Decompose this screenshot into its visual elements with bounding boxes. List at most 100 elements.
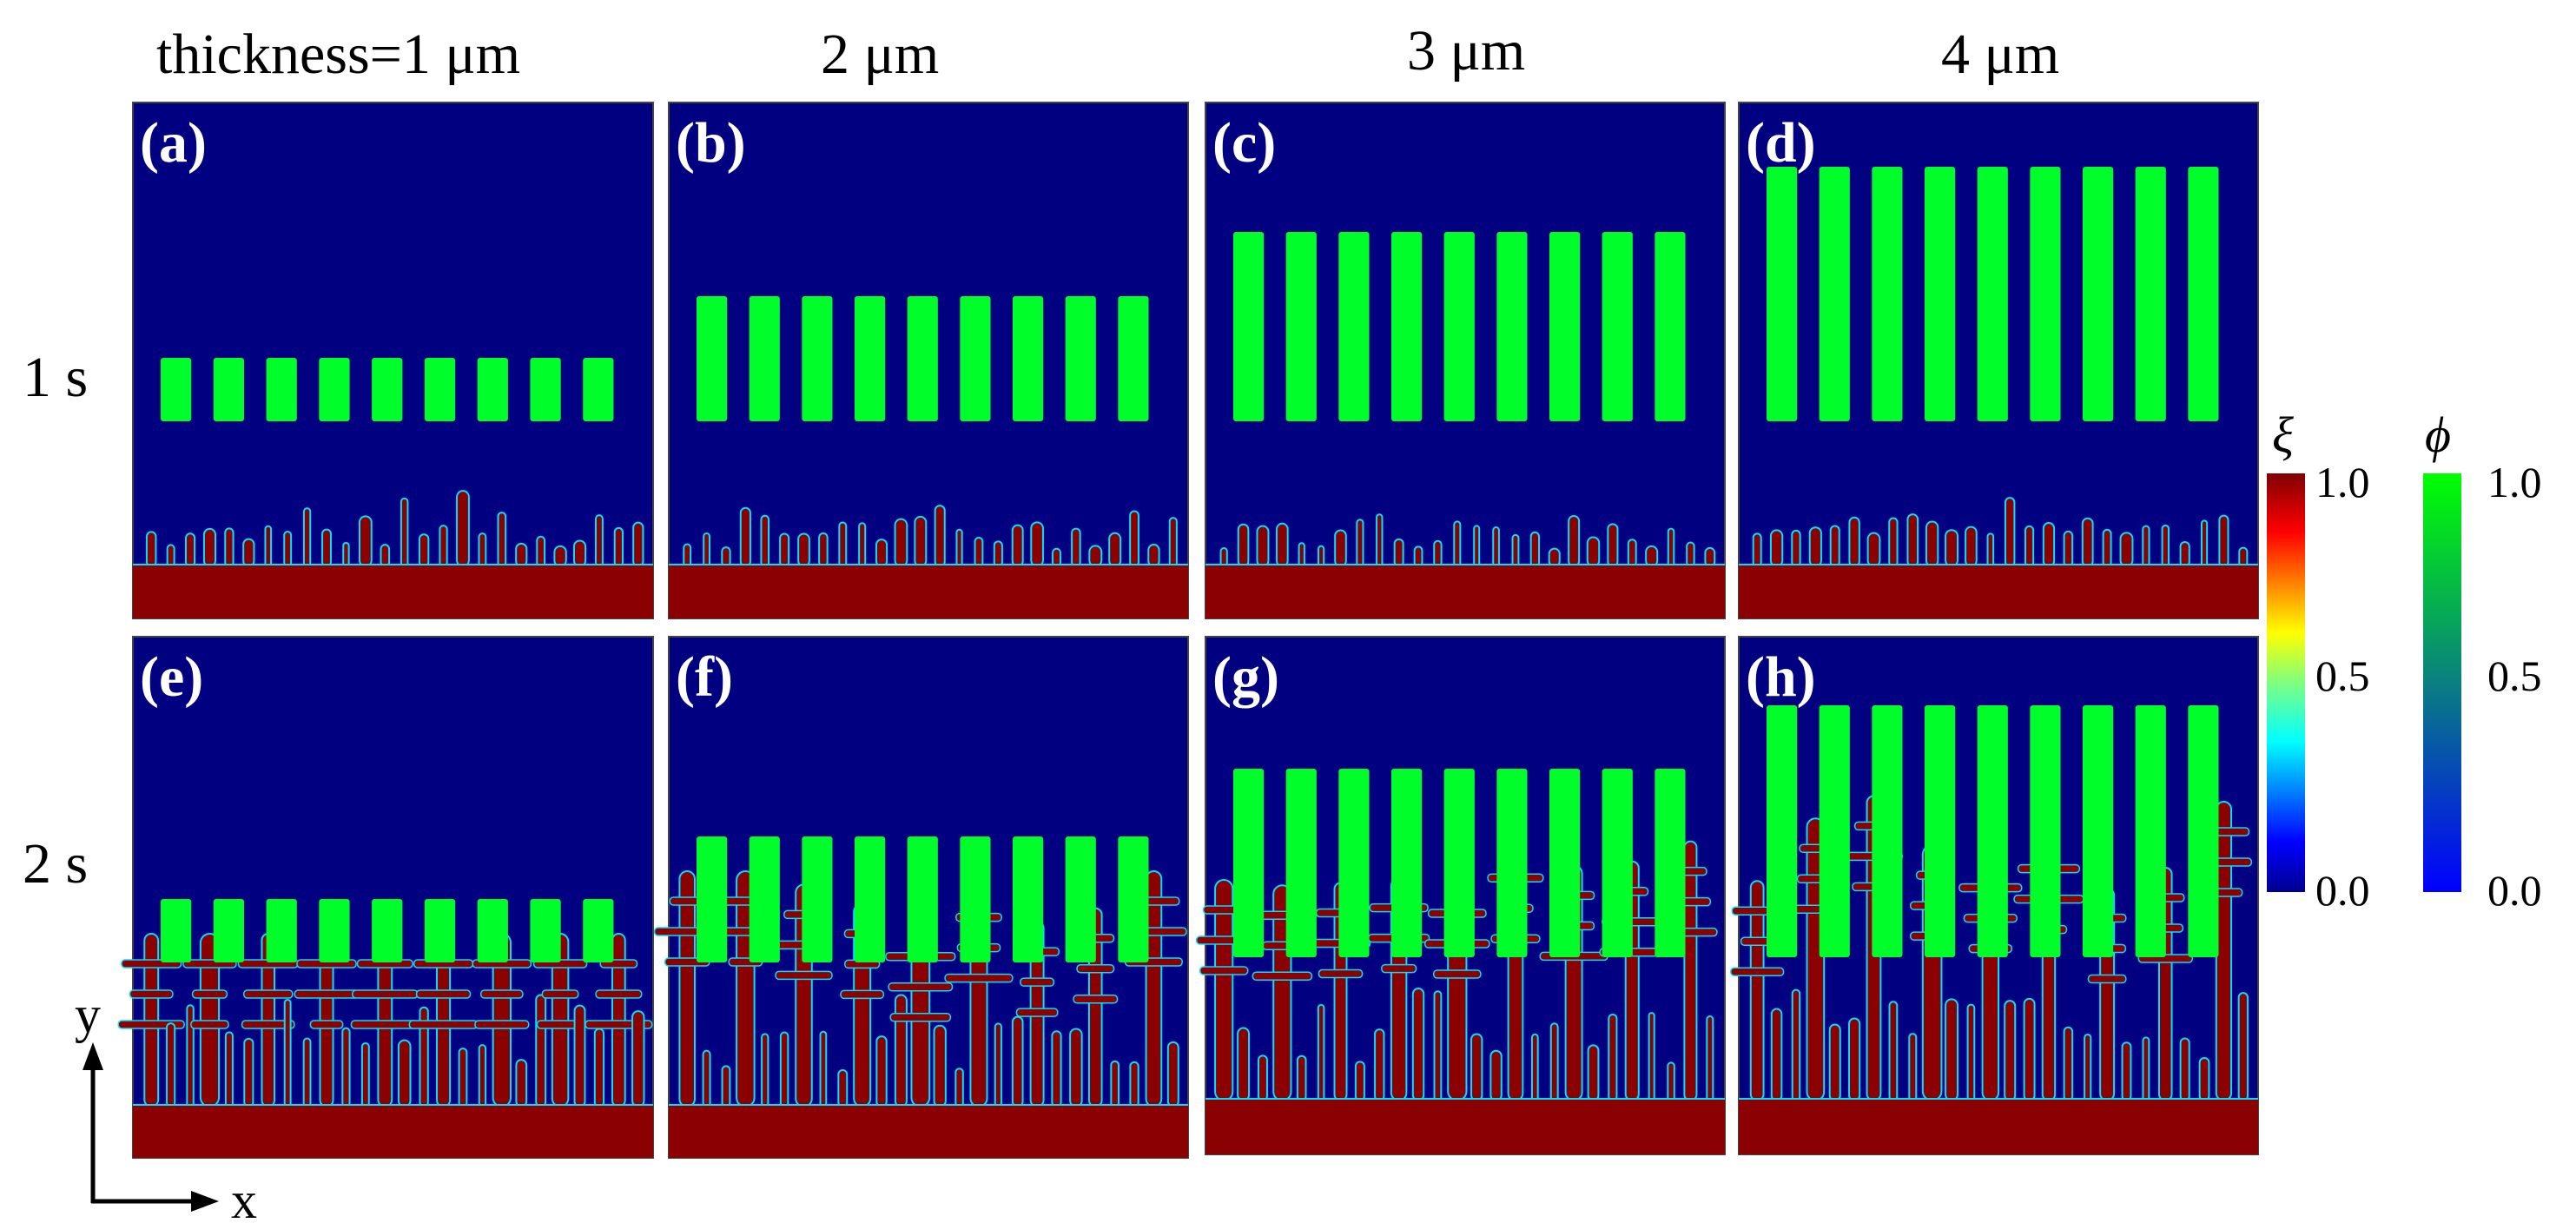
dendrite [2179, 540, 2190, 567]
dendrite [1237, 523, 1250, 568]
colorbar-xi-symbol: ξ [2272, 407, 2294, 463]
separator-bar [372, 358, 403, 421]
dendrite [1627, 539, 1637, 567]
dendrite [1648, 1012, 1655, 1101]
dendrite [397, 1039, 412, 1108]
dendrite [2081, 517, 2094, 568]
dendrite [1108, 532, 1122, 567]
dendrite [1791, 529, 1801, 568]
panel-d: (d) [1738, 102, 2259, 619]
dendrite [1473, 525, 1481, 568]
colorbar-phi: ϕ 1.0 0.5 0.0 [2423, 407, 2542, 915]
dendrite [1433, 990, 1443, 1101]
dendrite [2200, 519, 2209, 567]
dendrite [1888, 1001, 1899, 1101]
separator-bar [802, 296, 833, 421]
dendrite [1587, 1044, 1600, 1101]
dendrite [302, 507, 312, 567]
separator-bar [530, 358, 561, 421]
dendrite [2179, 1037, 2190, 1101]
dendrite [1256, 525, 1270, 567]
dendrite [400, 497, 409, 568]
dendrite-branch [1073, 994, 1119, 1004]
dendrite-branch [889, 1012, 952, 1022]
colorbar-xi-min: 0.0 [2315, 866, 2370, 915]
dendrite-branch [1432, 969, 1482, 979]
separator-bar [1655, 232, 1686, 421]
separator-bar [1118, 836, 1149, 962]
electrode-layer [1205, 1099, 1725, 1154]
dendrite [2023, 997, 2036, 1102]
dendrite [1645, 545, 1659, 567]
dendrite [934, 505, 946, 568]
dendrite [875, 1035, 888, 1107]
dendrite [1752, 532, 1762, 568]
separator-bar [907, 836, 938, 962]
dendrite [186, 1004, 195, 1107]
electrode-layer [133, 565, 653, 618]
separator-bar [1065, 836, 1096, 962]
colorbar-xi-max: 1.0 [2315, 458, 2370, 506]
separator-bar [2188, 705, 2219, 957]
separator-bar [1233, 232, 1265, 421]
dendrite [302, 1037, 312, 1107]
dendrite [2119, 532, 2134, 567]
dendrite-branch [190, 1020, 229, 1029]
dendrite [1433, 539, 1443, 567]
y-axis-arrowhead [83, 1042, 103, 1070]
dendrite [1411, 988, 1425, 1102]
separator-bar [161, 899, 192, 962]
dendrite [456, 490, 470, 568]
dendrite [797, 532, 810, 567]
dendrite-branch [888, 982, 954, 992]
dendrite [2161, 524, 2170, 567]
dendrite-branch [242, 989, 294, 999]
dendrite [572, 539, 587, 567]
dendrite-branch [595, 989, 643, 999]
dendrite-branch [1076, 963, 1115, 974]
dendrite [1791, 988, 1801, 1102]
dendrite [2198, 1056, 2210, 1102]
separator-bar [1118, 296, 1149, 421]
dendrite [760, 514, 770, 567]
dendrite [779, 1031, 789, 1108]
colorbar-phi-max: 1.0 [2487, 458, 2542, 506]
separator-bar [583, 899, 614, 962]
row-header-2s: 2 s [23, 832, 89, 896]
separator-bar [424, 358, 456, 421]
dendrite [702, 1049, 711, 1107]
dendrite [1393, 538, 1404, 567]
separator-bar [1767, 167, 1798, 421]
dendrite-branch [309, 1020, 344, 1029]
dendrite [1069, 1028, 1083, 1107]
panel-label-b: (b) [676, 111, 746, 175]
dendrite [1356, 519, 1364, 567]
separator-bar [1872, 167, 1903, 421]
dendrite [1489, 1049, 1503, 1102]
dendrite [1129, 510, 1139, 568]
dendrite [264, 525, 273, 567]
colorbar-xi-mid: 0.5 [2315, 651, 2370, 700]
panel-c: (c) [1205, 102, 1726, 619]
dendrite [478, 532, 487, 568]
dendrite [1945, 529, 1958, 567]
dendrite [166, 1022, 176, 1108]
dendrite [1470, 1033, 1483, 1101]
dendrite [1686, 541, 1695, 567]
dendrite [515, 1059, 528, 1108]
separator-bar [266, 899, 297, 962]
separator-bar [1925, 167, 1956, 421]
panels-layer: (a) (b) (c) (d) (e) (f) (g) (h) [117, 102, 2259, 1159]
dendrite [955, 528, 963, 567]
separator-bar [1767, 705, 1798, 957]
panel-a: (a) [132, 102, 654, 619]
separator-bar [855, 296, 886, 421]
dendrite [1607, 523, 1619, 567]
separator-bar [1925, 705, 1956, 957]
separator-bar [1977, 705, 2008, 957]
dendrite [2004, 497, 2016, 567]
dendrite [1906, 513, 1919, 568]
dendrite [1166, 1041, 1179, 1108]
dendrite [1276, 522, 1289, 568]
